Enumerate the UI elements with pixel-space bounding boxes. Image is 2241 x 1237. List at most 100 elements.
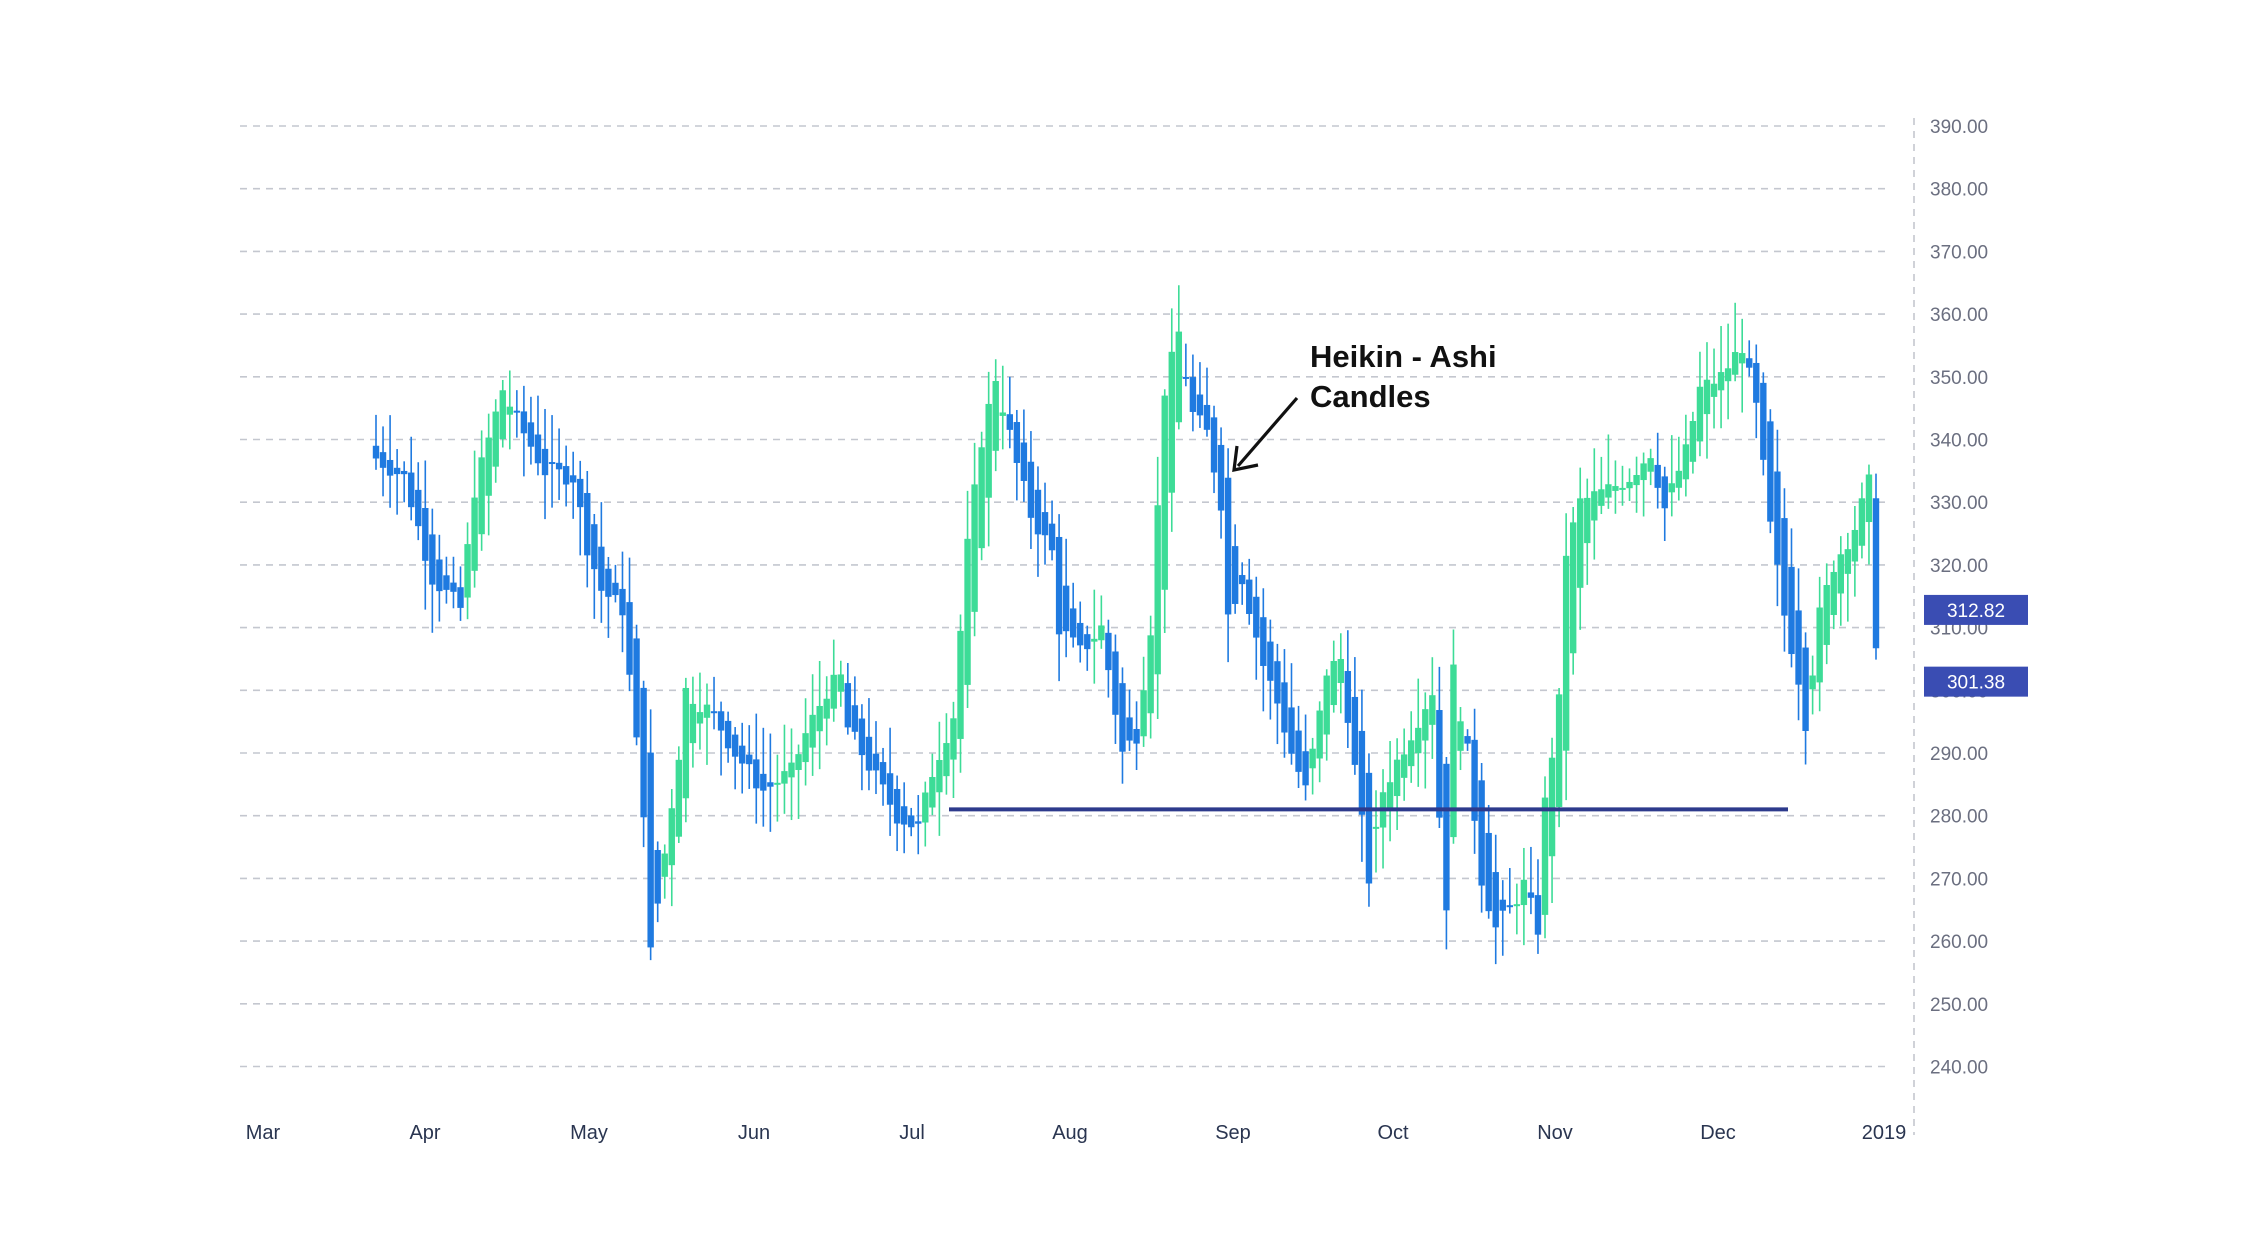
price-tick-label: 360.00	[1930, 305, 1988, 326]
candle-down	[1288, 707, 1295, 754]
candle-up	[1591, 491, 1598, 521]
candle-up	[485, 437, 492, 496]
candle-down	[436, 559, 443, 592]
candle-up	[499, 390, 506, 440]
candle-down	[1189, 377, 1197, 412]
candle-up	[1309, 748, 1316, 769]
time-axis-ticks: Mar Apr May Jun Jul Aug Sep Oct Nov Dec 2019	[246, 1122, 1906, 1144]
candle-up	[1731, 352, 1739, 375]
candle-down	[1767, 421, 1774, 522]
candle-up	[1830, 571, 1837, 615]
candle-up	[1541, 797, 1549, 915]
candle-down	[429, 534, 436, 585]
candle-up	[1668, 483, 1675, 493]
candle-down	[626, 602, 633, 675]
candle-up	[1858, 498, 1866, 546]
candle-down	[408, 472, 415, 508]
candle-down	[393, 467, 401, 475]
candle-down	[1020, 442, 1028, 481]
candle-down	[1260, 617, 1267, 666]
candle-up	[1323, 675, 1330, 735]
price-tick-label: 390.00	[1930, 117, 1988, 138]
time-tick-label: Oct	[1377, 1122, 1409, 1144]
candle-up	[1640, 463, 1647, 481]
candle-up	[795, 754, 802, 770]
candle-up	[1548, 757, 1556, 857]
candle-down	[619, 588, 626, 616]
candle-down	[738, 745, 746, 764]
candle-down	[1112, 651, 1119, 715]
candle-down	[1027, 461, 1035, 518]
candle-down	[1506, 905, 1514, 908]
candle-down	[1084, 634, 1091, 650]
candle-down	[569, 475, 577, 483]
candle-down	[633, 638, 640, 738]
candle-down	[1062, 585, 1070, 632]
price-tick-label: 290.00	[1930, 744, 1988, 765]
candle-down	[1196, 394, 1204, 416]
candle-down	[1788, 566, 1795, 655]
candle-down	[1499, 899, 1506, 911]
candle-up	[1809, 675, 1816, 690]
candle-down	[717, 711, 725, 731]
candle-up	[1647, 458, 1654, 472]
candle-up	[1429, 695, 1436, 725]
candle-down	[612, 582, 619, 596]
candle-up	[1154, 505, 1161, 675]
price-tick-label: 320.00	[1930, 556, 1988, 577]
candle-down	[534, 434, 542, 464]
candle-down	[1774, 471, 1781, 565]
candle-down	[1119, 683, 1126, 752]
candle-down	[915, 821, 922, 824]
candle-down	[1238, 575, 1246, 585]
candle-down	[900, 806, 908, 825]
price-tick-label: 330.00	[1930, 493, 1988, 514]
annotation-line-1: Heikin - Ashi	[1310, 339, 1497, 374]
candle-down	[1224, 477, 1232, 615]
candle-up	[1619, 487, 1626, 490]
candle-up	[492, 411, 499, 467]
candle-up	[1584, 497, 1591, 544]
candle-up	[1330, 660, 1337, 706]
candle-down	[400, 470, 408, 475]
candle-down	[562, 466, 570, 485]
candle-up	[1823, 585, 1830, 645]
candle-up	[1457, 721, 1464, 751]
candle-down	[1281, 682, 1288, 733]
candle-down	[548, 462, 556, 465]
candle-down	[1802, 647, 1809, 732]
candle-up	[1717, 372, 1725, 391]
grid-lines	[240, 125, 1885, 1068]
candle-down	[379, 452, 387, 468]
candle-down	[640, 687, 647, 818]
candle-up	[1738, 353, 1746, 364]
candle-down	[1760, 382, 1767, 460]
candle-down	[760, 773, 767, 791]
candle-up	[1168, 351, 1175, 493]
candle-down	[1217, 444, 1225, 511]
candle-up	[788, 762, 795, 778]
candle-up	[1682, 444, 1690, 480]
price-tag-label: 301.38	[1947, 673, 2005, 694]
candle-up	[978, 447, 985, 549]
candle-down	[605, 568, 612, 597]
price-tick-label: 270.00	[1930, 869, 1988, 890]
candle-down	[450, 582, 457, 592]
candle-down	[443, 575, 450, 590]
candles-group	[372, 285, 1880, 965]
time-tick-label: Mar	[246, 1122, 281, 1144]
candle-down	[647, 752, 654, 948]
candle-up	[682, 687, 690, 799]
candle-down	[858, 718, 866, 756]
candle-up	[1562, 555, 1570, 751]
candle-up	[1689, 421, 1697, 462]
candle-down	[520, 411, 528, 434]
candle-down	[1034, 489, 1042, 535]
candle-down	[767, 782, 774, 787]
candle-up	[964, 538, 971, 685]
candle-down	[1344, 671, 1352, 723]
candle-up	[950, 718, 957, 760]
candle-up	[1612, 486, 1619, 491]
candle-down	[1210, 417, 1218, 473]
candle-up	[1175, 331, 1183, 423]
